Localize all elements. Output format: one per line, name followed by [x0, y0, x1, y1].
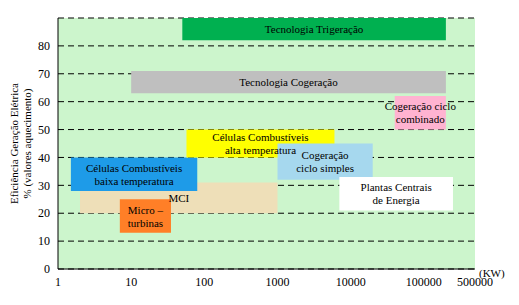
- svg-text:0: 0: [44, 262, 50, 276]
- svg-text:50: 50: [38, 123, 50, 137]
- svg-text:500000: 500000: [457, 275, 493, 289]
- svg-text:1000: 1000: [266, 275, 290, 289]
- svg-text:30: 30: [38, 179, 50, 193]
- svg-text:Cogeração ciclocombinado: Cogeração ciclocombinado: [385, 100, 457, 125]
- svg-text:10: 10: [125, 275, 137, 289]
- svg-text:40: 40: [38, 151, 50, 165]
- svg-text:1: 1: [55, 275, 61, 289]
- svg-text:70: 70: [38, 67, 50, 81]
- svg-text:MCI: MCI: [168, 192, 189, 204]
- svg-text:10: 10: [38, 234, 50, 248]
- svg-text:Plantas Centraisde Energia: Plantas Centraisde Energia: [361, 181, 432, 206]
- svg-text:100000: 100000: [406, 275, 442, 289]
- svg-text:100: 100: [195, 275, 213, 289]
- svg-text:Tecnologia Cogeração: Tecnologia Cogeração: [239, 76, 338, 88]
- svg-text:20: 20: [38, 206, 50, 220]
- svg-text:Micro –turbinas: Micro –turbinas: [128, 204, 164, 229]
- svg-text:Células Combustíveisbaixa temp: Células Combustíveisbaixa temperatura: [86, 162, 182, 187]
- svg-text:60: 60: [38, 95, 50, 109]
- svg-text:Tecnologia Trigeração: Tecnologia Trigeração: [265, 23, 364, 35]
- svg-text:80: 80: [38, 39, 50, 53]
- svg-text:(KW): (KW): [479, 267, 505, 279]
- svg-text:Eficiência Geração Elétrica% (: Eficiência Geração Elétrica% (valores aq…: [8, 83, 34, 204]
- svg-text:Células Combustíveisalta tempe: Células Combustíveisalta temperatura: [212, 131, 308, 156]
- svg-text:10000: 10000: [336, 275, 366, 289]
- svg-text:Cogeraçãociclo simples: Cogeraçãociclo simples: [296, 149, 354, 174]
